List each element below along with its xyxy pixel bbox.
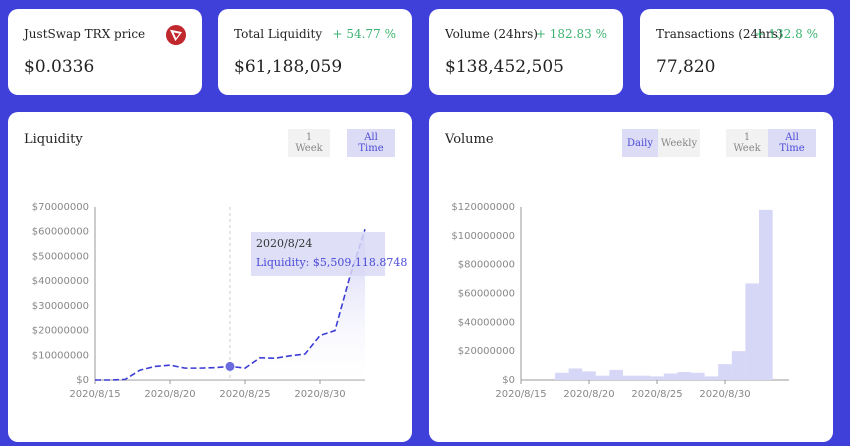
volume-bar <box>691 372 705 380</box>
volume-x-tick-label: 2020/8/20 <box>563 389 614 400</box>
liquidity-tooltip-date: 2020/8/24 <box>256 237 312 250</box>
volume-bar <box>582 371 596 380</box>
price-title: JustSwap TRX price <box>24 27 146 41</box>
liquidity-highlight-point <box>225 361 235 371</box>
price-value: $0.0336 <box>24 57 95 77</box>
liquidity-alltime-button[interactable]: All Time <box>347 129 395 157</box>
volume-weekly-button[interactable]: Weekly <box>658 129 700 157</box>
liquidity-panel: Liquidity 1 Week All Time $0 $10000000 $20… <box>8 112 412 442</box>
transactions-change: + 132.8 % <box>754 27 818 41</box>
volume-y-tick-label: $100000000 <box>451 231 515 242</box>
transactions-value: 77,820 <box>656 57 716 77</box>
liquidity-y-tick-label: $50000000 <box>32 251 89 262</box>
liquidity-x-tick-label: 2020/8/20 <box>144 389 195 400</box>
volume-y-tick-label: $20000000 <box>458 346 515 357</box>
volume-bar <box>759 209 773 380</box>
volume-x-tick-label: 2020/8/15 <box>495 389 546 400</box>
liquidity-x-tick-label: 2020/8/30 <box>294 389 345 400</box>
volume-1week-button[interactable]: 1 Week <box>726 129 768 157</box>
volume-bar <box>650 376 664 380</box>
volume-bar <box>623 375 637 380</box>
volume-y-tick-label: $80000000 <box>458 260 515 271</box>
liquidity-area <box>95 229 365 380</box>
liquidity-1week-button[interactable]: 1 Week <box>288 129 330 157</box>
volume-x-tick-label: 2020/8/30 <box>699 389 750 400</box>
volume-value: $138,452,505 <box>445 57 564 77</box>
liquidity-y-tick-label: $20000000 <box>32 326 89 337</box>
volume-y-tick-label: $120000000 <box>451 202 515 213</box>
stat-card-liquidity: Total Liquidity + 54.77 % $61,188,059 <box>218 9 412 95</box>
liquidity-x-tick-label: 2020/8/25 <box>219 389 270 400</box>
volume-bar <box>636 375 651 380</box>
volume-alltime-button[interactable]: All Time <box>768 129 816 157</box>
stat-card-price: JustSwap TRX price $0.0336 <box>8 9 202 95</box>
volume-bar <box>609 369 623 380</box>
liquidity-y-tick-label: $60000000 <box>32 227 89 238</box>
liquidity-y-tick-label: $40000000 <box>32 276 89 287</box>
volume-bar <box>745 283 759 380</box>
volume-change: + 182.83 % <box>535 27 607 41</box>
liquidity-tooltip <box>251 232 385 276</box>
liquidity-y-tick-label: $0 <box>76 375 89 386</box>
transactions-title: Transactions (24hrs) <box>656 27 783 41</box>
volume-bar <box>595 375 610 380</box>
volume-chart: $0 $20000000 $40000000 $60000000 $80000000 $1… <box>451 202 789 400</box>
volume-bar <box>718 364 732 380</box>
volume-bar <box>731 351 746 380</box>
liquidity-chart: $0 $10000000 $20000000 $30000000 $40000000 $5… <box>32 202 408 400</box>
liquidity-tooltip-value: Liquidity: $5,509,118.8748 <box>256 256 407 269</box>
liquidity-y-tick-label: $10000000 <box>32 350 89 361</box>
liquidity-change: + 54.77 % <box>332 27 396 41</box>
volume-y-tick-label: $40000000 <box>458 317 515 328</box>
volume-x-tick-label: 2020/8/25 <box>631 389 682 400</box>
liquidity-y-tick-label: $70000000 <box>32 202 89 213</box>
liquidity-title: Total Liquidity <box>234 27 323 41</box>
liquidity-panel-title: Liquidity <box>24 132 83 147</box>
liquidity-value: $61,188,059 <box>234 57 343 77</box>
tron-icon <box>166 25 186 45</box>
liquidity-x-tick-label: 2020/8/15 <box>69 389 120 400</box>
liquidity-y-tick-label: $30000000 <box>32 301 89 312</box>
volume-bar <box>555 372 569 380</box>
volume-bar <box>677 372 691 380</box>
volume-panel: Volume Daily Weekly 1 Week All Time $0 $2… <box>429 112 833 442</box>
volume-y-tick-label: $0 <box>502 375 515 386</box>
volume-daily-button[interactable]: Daily <box>622 129 658 157</box>
stat-card-volume: Volume (24hrs) + 182.83 % $138,452,505 <box>429 9 623 95</box>
volume-bar <box>568 368 583 380</box>
volume-bar <box>704 376 719 380</box>
volume-panel-title: Volume <box>445 132 494 147</box>
stat-card-transactions: Transactions (24hrs) + 132.8 % 77,820 <box>640 9 834 95</box>
volume-title: Volume (24hrs) <box>445 27 538 41</box>
volume-bar <box>663 373 678 380</box>
volume-y-tick-label: $60000000 <box>458 289 515 300</box>
